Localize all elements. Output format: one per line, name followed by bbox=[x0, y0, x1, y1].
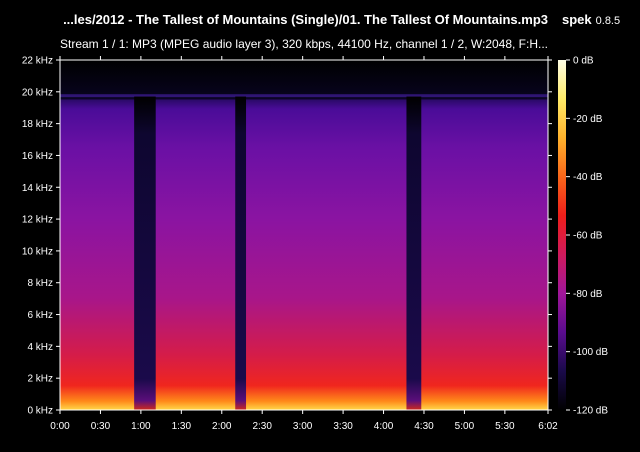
app-name: spek 0.8.5 bbox=[562, 12, 620, 27]
file-title: ...les/2012 - The Tallest of Mountains (… bbox=[63, 12, 548, 27]
x-tick-label: 4:00 bbox=[374, 421, 394, 432]
quiet-section bbox=[134, 96, 156, 410]
app-name-label: spek bbox=[562, 12, 592, 27]
colorbar-scale bbox=[558, 60, 566, 410]
x-tick-label: 3:30 bbox=[333, 421, 353, 432]
spectrum-fill bbox=[60, 60, 548, 410]
quiet-section bbox=[406, 96, 422, 410]
y-tick-label: 10 kHz bbox=[22, 246, 53, 257]
y-tick-label: 0 kHz bbox=[27, 406, 53, 417]
x-tick-label: 1:00 bbox=[131, 421, 151, 432]
colorbar: 0 dB -20 dB -40 dB -60 dB -80 dB -100 dB -120 … bbox=[558, 56, 608, 417]
spectrogram-plot bbox=[60, 60, 548, 410]
colorbar-tick-label: -20 dB bbox=[573, 114, 603, 125]
colorbar-tick-label: -60 dB bbox=[573, 231, 603, 242]
y-tick-label: 20 kHz bbox=[22, 87, 53, 98]
y-tick-label: 8 kHz bbox=[27, 278, 53, 289]
x-tick-label: 0:30 bbox=[91, 421, 111, 432]
x-tick-label: 1:30 bbox=[172, 421, 192, 432]
x-tick-label: 5:30 bbox=[495, 421, 515, 432]
y-tick-label: 4 kHz bbox=[27, 342, 53, 353]
y-tick-label: 22 kHz bbox=[22, 56, 53, 67]
x-tick-label: 6:02 bbox=[538, 421, 558, 432]
x-tick-label: 3:00 bbox=[293, 421, 313, 432]
colorbar-tick-label: -40 dB bbox=[573, 172, 603, 183]
colorbar-tick-label: -80 dB bbox=[573, 289, 603, 300]
y-tick-label: 2 kHz bbox=[27, 374, 53, 385]
x-tick-label: 0:00 bbox=[50, 421, 70, 432]
quiet-section bbox=[235, 96, 247, 410]
axes: 0 kHz 2 kHz 4 kHz 6 kHz 8 kHz 10 kHz 12 kHz 14 … bbox=[22, 56, 558, 433]
x-tick-label: 5:00 bbox=[455, 421, 475, 432]
colorbar-tick-label: 0 dB bbox=[573, 56, 594, 67]
plot-frame bbox=[59, 59, 549, 411]
y-tick-label: 6 kHz bbox=[27, 310, 53, 321]
x-tick-label: 2:00 bbox=[212, 421, 232, 432]
y-tick-label: 14 kHz bbox=[22, 183, 53, 194]
app-version: 0.8.5 bbox=[595, 15, 621, 27]
x-tick-label: 4:30 bbox=[414, 421, 434, 432]
colorbar-tick-label: -100 dB bbox=[573, 347, 608, 358]
y-tick-label: 16 kHz bbox=[22, 151, 53, 162]
y-tick-label: 18 kHz bbox=[22, 119, 53, 130]
stream-info: Stream 1 / 1: MP3 (MPEG audio layer 3), … bbox=[60, 37, 549, 51]
x-tick-label: 2:30 bbox=[252, 421, 272, 432]
colorbar-tick-label: -120 dB bbox=[573, 406, 608, 417]
lowpass-shelf bbox=[60, 94, 548, 98]
y-tick-label: 12 kHz bbox=[22, 215, 53, 226]
